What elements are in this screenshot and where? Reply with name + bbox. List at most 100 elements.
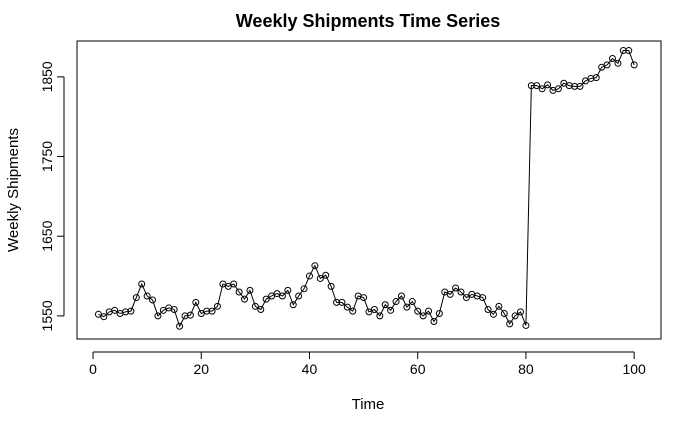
data-point	[392, 298, 400, 306]
data-point	[284, 286, 292, 294]
data-point	[192, 298, 200, 306]
data-point	[305, 272, 313, 280]
data-point	[419, 312, 427, 320]
data-point	[533, 82, 541, 90]
data-point	[495, 302, 503, 310]
series-line	[98, 50, 635, 328]
data-point	[522, 321, 530, 329]
data-point	[127, 307, 135, 315]
data-point	[376, 312, 384, 320]
data-point	[100, 313, 108, 321]
data-point	[295, 292, 303, 300]
data-point	[132, 294, 140, 302]
data-point	[576, 82, 584, 90]
data-point	[262, 295, 270, 303]
data-point	[414, 307, 422, 315]
y-tick-label: 1650	[39, 220, 55, 251]
data-point	[381, 301, 389, 309]
data-point	[300, 285, 308, 293]
data-point	[316, 274, 324, 282]
series-group	[94, 47, 638, 330]
data-point	[517, 308, 525, 316]
x-tick-label: 100	[622, 361, 646, 377]
data-point	[511, 312, 519, 320]
x-axis-label: Time	[352, 396, 385, 413]
data-point	[435, 310, 443, 318]
data-point	[121, 308, 129, 316]
y-tick-label: 1550	[39, 300, 55, 331]
data-point	[251, 302, 259, 310]
data-point	[170, 306, 178, 314]
data-point	[619, 47, 627, 55]
x-tick-label: 60	[410, 361, 426, 377]
data-point	[614, 59, 622, 67]
data-point	[186, 311, 194, 319]
data-point	[176, 322, 184, 330]
data-point	[154, 312, 162, 320]
data-point	[138, 280, 146, 288]
y-axis-label: Weekly Shipments	[5, 128, 22, 252]
data-point	[457, 288, 465, 296]
data-point	[387, 306, 395, 314]
data-point	[327, 282, 335, 290]
plot-frame	[76, 40, 662, 340]
data-point	[230, 280, 238, 288]
data-point	[565, 82, 573, 90]
data-point	[430, 317, 438, 325]
data-point	[311, 262, 319, 270]
data-point	[241, 295, 249, 303]
data-point	[403, 303, 411, 311]
data-point	[609, 55, 617, 63]
data-point	[592, 74, 600, 82]
y-axis: 1550 1650 1750 1850	[39, 61, 65, 331]
x-axis: 0 20 40 60 80 100	[89, 351, 646, 377]
data-point	[338, 298, 346, 306]
y-tick-label: 1850	[39, 61, 55, 92]
data-point	[203, 307, 211, 315]
data-point	[587, 74, 595, 82]
data-point	[625, 47, 633, 55]
data-point	[181, 312, 189, 320]
data-point	[143, 292, 151, 300]
data-point	[554, 85, 562, 93]
data-point	[213, 302, 221, 310]
data-point	[343, 303, 351, 311]
data-point	[333, 298, 341, 306]
x-tick-label: 0	[89, 361, 97, 377]
data-point	[571, 82, 579, 90]
data-point	[446, 290, 454, 298]
x-tick-label: 80	[518, 361, 534, 377]
data-point	[349, 307, 357, 315]
data-point	[425, 307, 433, 315]
data-point	[397, 292, 405, 300]
data-point	[360, 294, 368, 302]
data-point	[630, 61, 638, 69]
data-point	[538, 85, 546, 93]
data-point	[289, 301, 297, 309]
data-point	[408, 298, 416, 306]
x-tick-label: 40	[302, 361, 318, 377]
data-point	[370, 306, 378, 314]
data-point	[506, 320, 514, 328]
data-point	[544, 81, 552, 89]
data-point	[489, 310, 497, 318]
x-tick-label: 20	[193, 361, 209, 377]
data-point	[246, 286, 254, 294]
y-tick-label: 1750	[39, 141, 55, 172]
data-point	[452, 284, 460, 292]
data-point	[278, 292, 286, 300]
data-point	[149, 296, 157, 304]
data-point	[479, 294, 487, 302]
data-point	[484, 306, 492, 314]
data-point	[208, 307, 216, 315]
data-point	[603, 61, 611, 69]
data-point	[111, 306, 119, 314]
data-point	[235, 288, 243, 296]
data-point	[257, 306, 265, 314]
data-point	[500, 310, 508, 318]
data-point	[322, 271, 330, 279]
chart-title: Weekly Shipments Time Series	[236, 11, 500, 31]
data-point	[527, 82, 535, 90]
data-point	[462, 294, 470, 302]
